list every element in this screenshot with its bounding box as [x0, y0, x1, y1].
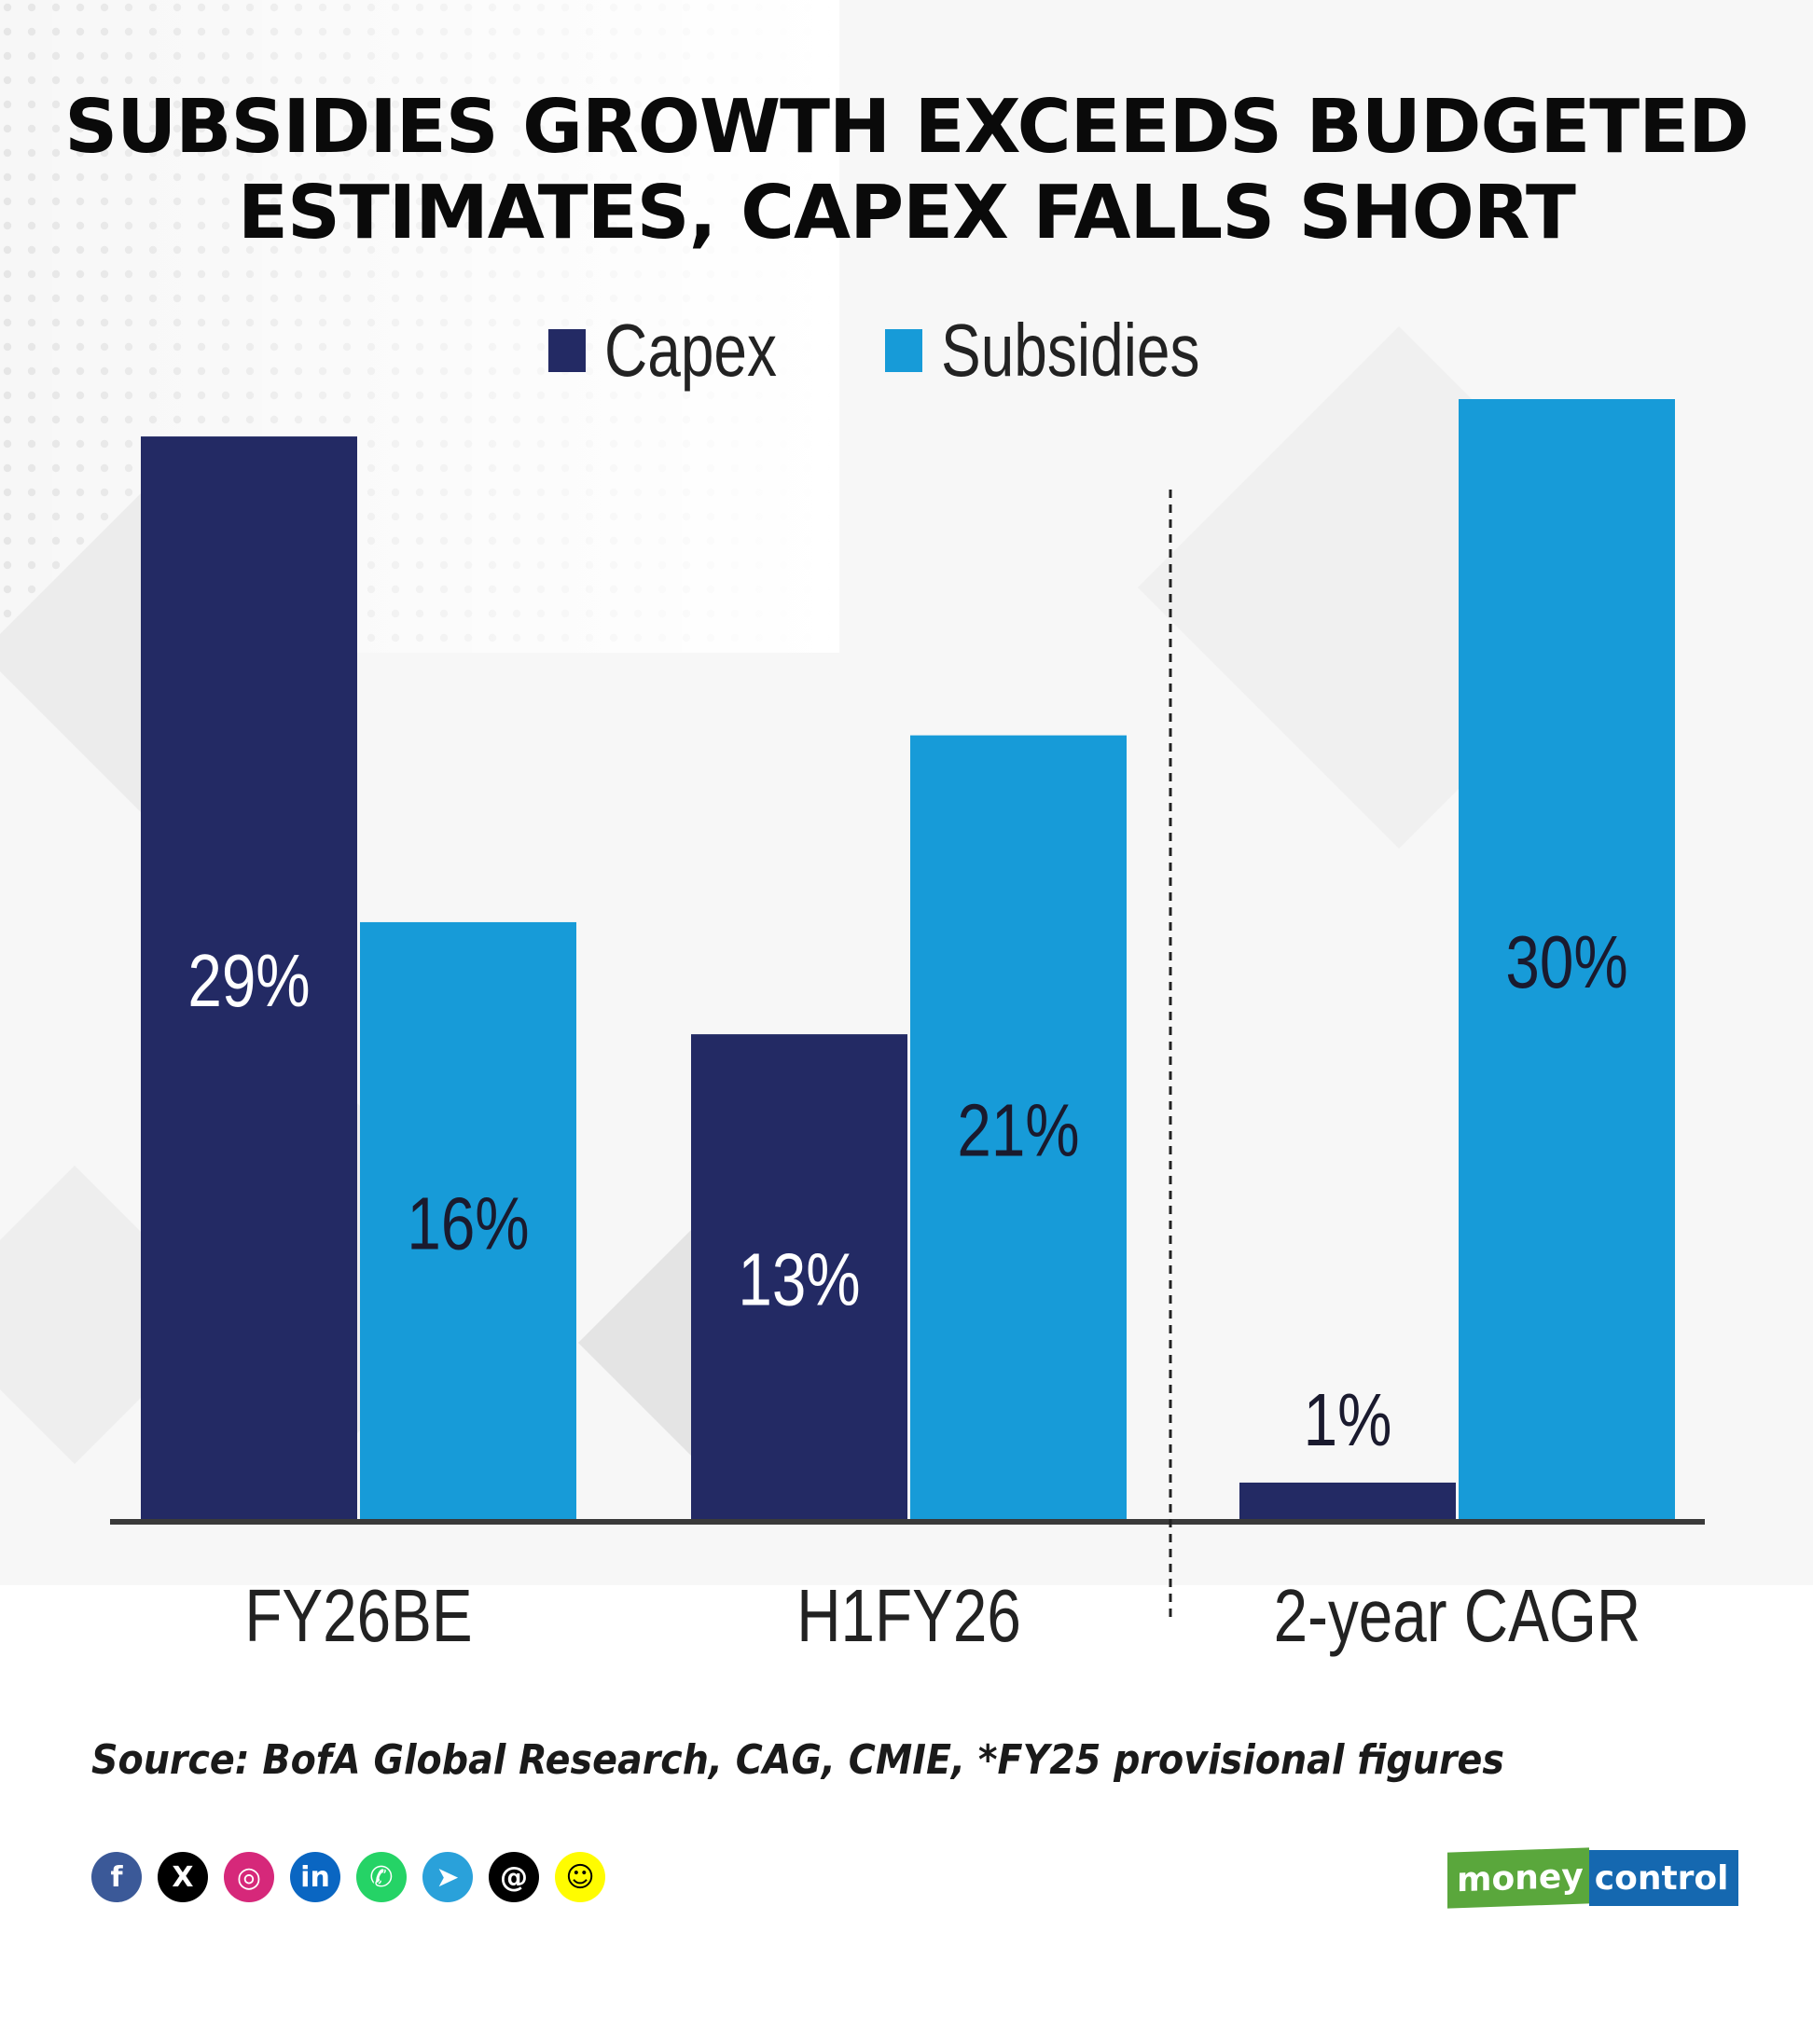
threads-icon[interactable]: @ [489, 1852, 539, 1902]
source-note: Source: BofA Global Research, CAG, CMIE,… [91, 1736, 1504, 1784]
telegram-icon[interactable]: ➤ [422, 1852, 473, 1902]
bar-capex-fy26be [141, 436, 357, 1521]
bar-subsidies-2-year-cagr [1459, 399, 1675, 1520]
bar-capex-h1fy26 [691, 1034, 907, 1520]
data-label-capex-h1fy26: 13% [738, 1237, 860, 1321]
whatsapp-icon[interactable]: ✆ [356, 1852, 407, 1902]
linkedin-icon[interactable]: in [290, 1852, 340, 1902]
social-icons: f X ◎ in ✆ ➤ @ ☺ [91, 1852, 605, 1902]
title-line-2: ESTIMATES, CAPEX FALLS SHORT [238, 170, 1576, 256]
logo-money: money [1447, 1847, 1589, 1909]
moneycontrol-logo: money control [1447, 1847, 1738, 1909]
legend: Capex Subsidies [0, 304, 1813, 397]
x-icon[interactable]: X [158, 1852, 208, 1902]
bar-subsidies-h1fy26 [910, 735, 1127, 1520]
chart-title: SUBSIDIES GROWTH EXCEEDS BUDGETED ESTIMA… [0, 84, 1813, 256]
x-tick-label-2-year-cagr: 2-year CAGR [1274, 1574, 1641, 1658]
data-label-subsidies-h1fy26: 21% [957, 1088, 1079, 1172]
x-tick-label-fy26be: FY26BE [244, 1574, 472, 1658]
facebook-icon[interactable]: f [91, 1852, 142, 1902]
legend-item-subsidies: Subsidies [885, 308, 1265, 394]
data-label-subsidies-2-year-cagr: 30% [1505, 920, 1627, 1004]
legend-swatch-capex [547, 329, 586, 372]
data-label-subsidies-fy26be: 16% [407, 1181, 529, 1265]
logo-control: control [1588, 1850, 1738, 1906]
x-tick-label-h1fy26: H1FY26 [796, 1574, 1021, 1658]
bar-capex-2-year-cagr [1239, 1482, 1456, 1520]
bar-subsidies-fy26be [360, 921, 576, 1520]
instagram-icon[interactable]: ◎ [224, 1852, 274, 1902]
legend-item-capex: Capex [547, 308, 820, 394]
data-label-capex-2-year-cagr: 1% [1304, 1378, 1392, 1462]
snapchat-icon[interactable]: ☺ [555, 1852, 605, 1902]
data-label-capex-fy26be: 29% [187, 939, 310, 1023]
legend-label-subsidies: Subsidies [941, 309, 1200, 392]
title-line-1: SUBSIDIES GROWTH EXCEEDS BUDGETED [64, 84, 1750, 170]
legend-swatch-subsidies [885, 329, 923, 372]
legend-label-capex: Capex [603, 309, 777, 392]
